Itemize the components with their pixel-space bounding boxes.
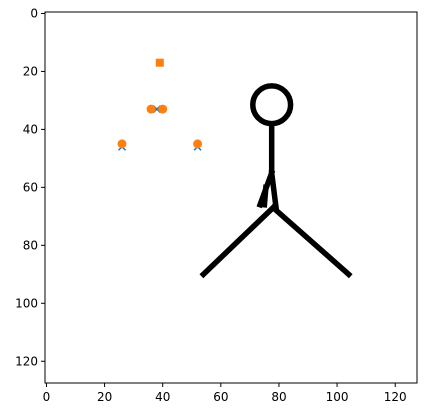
y-tick-label-20: 20 — [23, 64, 38, 78]
y-axis: 0 20 40 60 80 100 120 — [15, 6, 45, 368]
series-1-point-3 — [118, 139, 127, 148]
x-tick-label-0: 0 — [43, 390, 51, 404]
y-tick-label-120: 120 — [15, 354, 38, 368]
x-tick-label-60: 60 — [213, 390, 228, 404]
series-1-point-2 — [158, 105, 167, 114]
y-tick-label-0: 0 — [30, 6, 38, 20]
series-1-point-4 — [193, 139, 202, 148]
figure-body-center — [264, 187, 265, 204]
series-1-point-0 — [156, 59, 164, 67]
x-tick-label-80: 80 — [271, 390, 286, 404]
y-tick-label-100: 100 — [15, 296, 38, 310]
x-tick-label-100: 100 — [326, 390, 349, 404]
series-1-point-1 — [147, 105, 156, 114]
y-tick-label-80: 80 — [23, 238, 38, 252]
x-axis: 0 20 40 60 80 100 120 — [43, 383, 407, 404]
y-tick-label-40: 40 — [23, 122, 38, 136]
x-tick-label-20: 20 — [97, 390, 112, 404]
stick-figure-image — [45, 12, 417, 383]
image-background — [45, 12, 417, 383]
x-tick-label-120: 120 — [384, 390, 407, 404]
x-tick-label-40: 40 — [155, 390, 170, 404]
y-tick-label-60: 60 — [23, 180, 38, 194]
